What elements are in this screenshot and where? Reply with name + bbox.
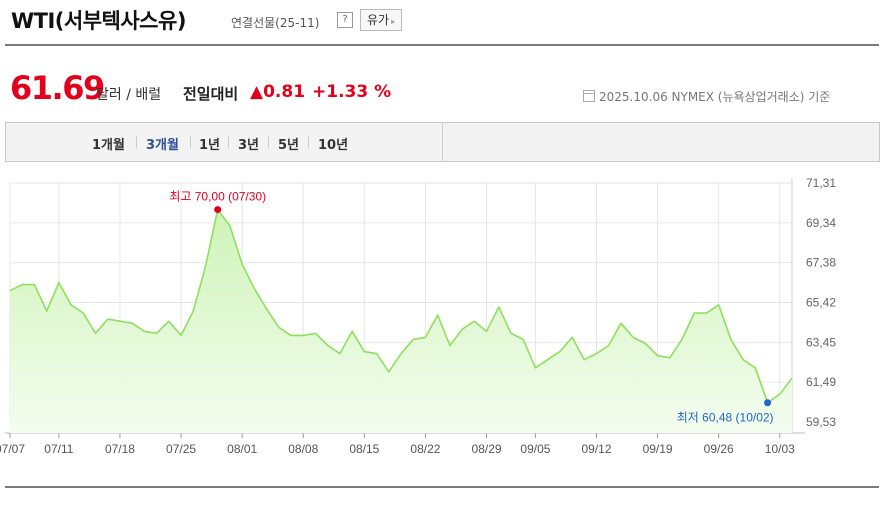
high-point-label: 최고 70,00 (07/30) (169, 190, 266, 204)
quote-summary: 61.69 달러 / 배럴 전일대비 ▲0.81 +1.33 % 2025.10… (10, 70, 880, 110)
y-tick-label: 71,31 (806, 176, 836, 190)
price-line (9, 208, 793, 404)
tab-divider (136, 136, 137, 148)
chevron-right-icon: ▸ (391, 17, 396, 26)
x-tick-label: 09/26 (704, 442, 734, 456)
y-tick-label: 69,34 (806, 216, 836, 230)
tab-divider (190, 136, 191, 148)
current-price: 61.69 (10, 69, 105, 107)
x-tick-label: 08/29 (472, 442, 502, 456)
x-tick-label: 07/18 (105, 442, 135, 456)
page-header: WTI(서부텍사스유) 연결선물(25-11) ? 유가 ▸ (5, 0, 879, 46)
y-tick-label: 61,49 (806, 375, 836, 389)
price-unit: 달러 / 배럴 (96, 87, 162, 103)
tab-5-year[interactable]: 5년 (278, 138, 300, 153)
tab-10-year[interactable]: 10년 (318, 138, 349, 153)
as-of-date: 2025.10.06 NYMEX (뉴욕상업거래소) 기준 (583, 88, 830, 105)
y-tick-label: 65,42 (806, 296, 836, 310)
x-tick-label: 08/08 (288, 442, 318, 456)
x-tick-label: 09/12 (581, 442, 611, 456)
x-tick-label: 08/22 (410, 442, 440, 456)
x-tick-label: 08/01 (227, 442, 257, 456)
y-tick-label: 67,38 (806, 256, 836, 270)
tab-divider (308, 136, 309, 148)
x-tick-label: 09/05 (520, 442, 550, 456)
low-point-marker (764, 399, 772, 407)
y-tick-label: 59,53 (806, 415, 836, 429)
low-point-label: 최저 60,48 (10/02) (677, 411, 774, 425)
period-tabs: 1개월 3개월 1년 3년 5년 10년 (5, 122, 880, 162)
x-tick-label: 07/25 (166, 442, 196, 456)
help-icon[interactable]: ? (337, 12, 353, 28)
section-bottom-rule (5, 486, 879, 488)
tab-3-year[interactable]: 3년 (238, 138, 260, 153)
tab-bar-divider (442, 123, 443, 161)
y-tick-label: 63,45 (806, 335, 836, 349)
tab-1-year[interactable]: 1년 (199, 138, 221, 153)
price-area (10, 209, 792, 433)
tab-1-month[interactable]: 1개월 (92, 138, 125, 153)
tab-divider (268, 136, 269, 148)
contract-label: 연결선물(25-11) (231, 16, 320, 30)
compare-label: 전일대비 (183, 85, 239, 103)
as-of-text: 2025.10.06 NYMEX (뉴욕상업거래소) 기준 (599, 90, 831, 104)
price-chart[interactable]: 71,31 69,34 67,38 65,42 63,45 61,49 59,53 07/07… (0, 170, 892, 470)
price-change: ▲0.81 (250, 82, 306, 102)
x-tick-label: 07/11 (44, 442, 73, 456)
x-tick-label: 10/03 (765, 442, 795, 456)
related-oil-button[interactable]: 유가 ▸ (360, 9, 403, 31)
x-tick-label: 08/15 (349, 442, 379, 456)
x-tick-label: 07/07 (0, 442, 25, 456)
tab-divider (228, 136, 229, 148)
price-change-percent: +1.33 % (312, 82, 392, 102)
related-oil-label: 유가 (367, 13, 390, 27)
calendar-icon (583, 90, 595, 102)
high-point-marker (214, 206, 222, 214)
page-title: WTI(서부텍사스유) (11, 9, 186, 33)
x-tick-label: 09/19 (643, 442, 673, 456)
tab-3-month[interactable]: 3개월 (146, 138, 179, 153)
